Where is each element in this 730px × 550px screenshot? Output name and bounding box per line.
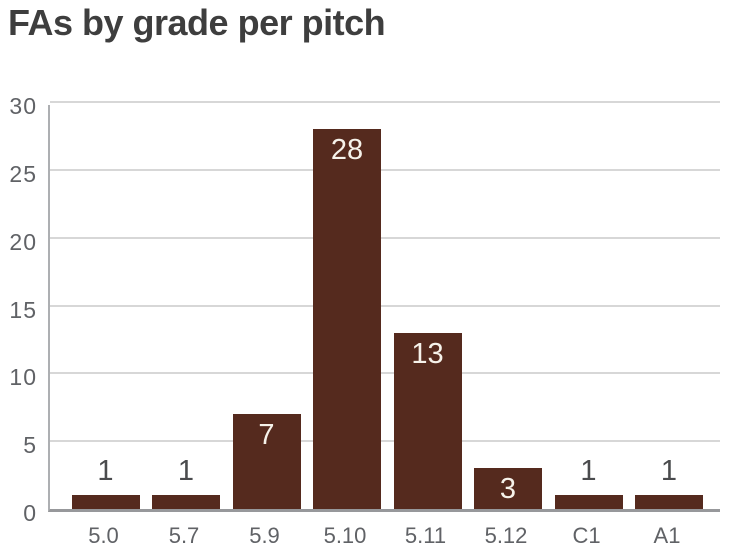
y-tick-label: 30 [9,93,37,119]
y-tick-label: 10 [9,364,37,391]
gridline [50,168,720,171]
bar-value-label: 1 [177,455,195,488]
plot-area: 1 1 7 28 13 3 1 1 [48,101,720,512]
bar-C1: 1 [554,457,623,509]
bar-5.11: 13 [393,332,462,509]
bar-5.0: 1 [71,457,140,509]
bar-A1: 1 [635,457,703,509]
x-tick-label: C1 [572,523,601,548]
x-tick-label: 5.12 [484,523,528,548]
bar-value-label: 1 [660,455,678,488]
gridline [50,440,720,443]
x-tick-label: 5.7 [168,523,200,548]
bar-5.7: 1 [152,457,220,509]
bar-value-label: 7 [258,419,275,452]
y-tick-label: 20 [9,228,37,255]
x-tick-label: A1 [653,523,681,548]
bar-value-label: 1 [580,455,597,488]
bar-value-label: 1 [97,455,114,488]
bar-value-label: 28 [330,134,364,167]
x-tick-label: 5.9 [249,523,280,548]
y-tick-label: 15 [9,296,37,323]
bar-5.9: 7 [232,414,301,509]
y-tick-label: 25 [9,160,37,187]
gridline [50,101,720,103]
bar-value-label: 3 [499,473,517,506]
gridline [50,304,720,307]
x-tick-label: 5.11 [404,523,447,548]
x-tick-label: 5.0 [88,523,119,548]
x-tick-label: 5.10 [323,523,367,548]
bar-value-label: 13 [411,337,444,370]
gridline [50,372,720,375]
y-tick-label: 5 [23,432,37,459]
gridline [50,236,720,239]
bar-5.12: 3 [474,468,542,509]
chart-title: FAs by grade per pitch [8,2,386,43]
y-tick-label: 0 [23,500,37,526]
bar-5.10: 28 [313,129,381,509]
